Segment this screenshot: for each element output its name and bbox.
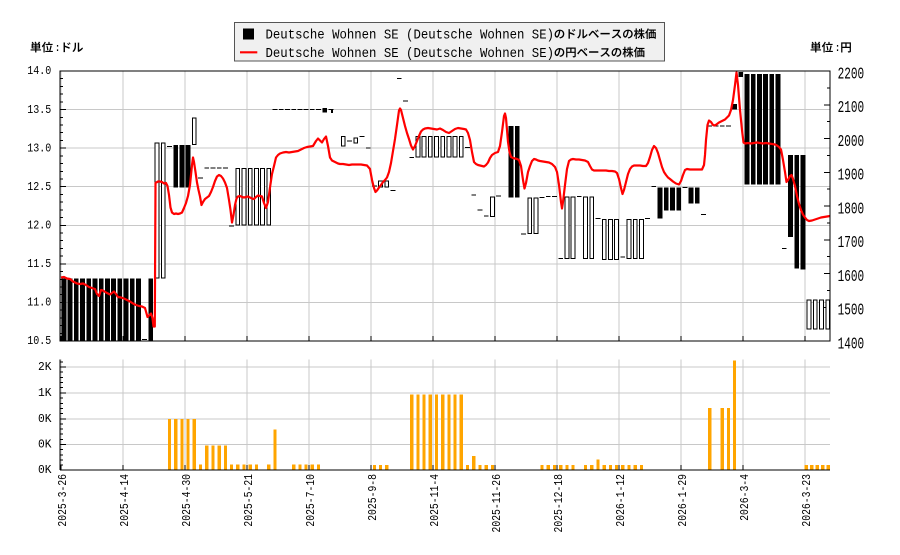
svg-text::: : bbox=[834, 43, 841, 55]
svg-text:2025-12-18: 2025-12-18 bbox=[552, 474, 566, 533]
svg-text:2000: 2000 bbox=[838, 133, 865, 152]
svg-text:2025-11-26: 2025-11-26 bbox=[490, 474, 504, 533]
svg-text:1800: 1800 bbox=[838, 200, 865, 219]
svg-text:2025-9-8: 2025-9-8 bbox=[366, 474, 380, 521]
svg-text:13.5: 13.5 bbox=[27, 104, 51, 117]
svg-text:14.0: 14.0 bbox=[27, 65, 51, 78]
svg-text:2025-5-21: 2025-5-21 bbox=[242, 474, 256, 527]
svg-text:2200: 2200 bbox=[838, 65, 865, 84]
svg-text:1400: 1400 bbox=[838, 335, 865, 354]
svg-text:11.0: 11.0 bbox=[27, 297, 51, 310]
svg-text:1700: 1700 bbox=[838, 234, 865, 253]
svg-text:2100: 2100 bbox=[838, 99, 865, 118]
svg-text:1600: 1600 bbox=[838, 268, 865, 287]
svg-text:10.5: 10.5 bbox=[27, 335, 51, 348]
svg-text:2025-4-30: 2025-4-30 bbox=[180, 474, 194, 527]
svg-text:12.5: 12.5 bbox=[27, 181, 51, 194]
svg-text:Deutsche Wohnen SE (Deutsche W: Deutsche Wohnen SE (Deutsche Wohnen SE) bbox=[266, 46, 555, 62]
svg-text:2025-4-14: 2025-4-14 bbox=[118, 474, 132, 527]
svg-text:1900: 1900 bbox=[838, 167, 865, 186]
svg-text:2025-7-10: 2025-7-10 bbox=[304, 474, 318, 527]
svg-text:11.5: 11.5 bbox=[27, 258, 51, 271]
svg-text:1K: 1K bbox=[38, 387, 52, 400]
svg-text::: : bbox=[54, 43, 61, 55]
svg-text:2025-11-4: 2025-11-4 bbox=[428, 474, 442, 527]
svg-text:2026-3-4: 2026-3-4 bbox=[738, 474, 752, 521]
svg-text:1500: 1500 bbox=[838, 302, 865, 321]
svg-text:0K: 0K bbox=[38, 413, 52, 426]
svg-text:2025-3-26: 2025-3-26 bbox=[56, 474, 70, 527]
svg-text:13.0: 13.0 bbox=[27, 142, 51, 155]
svg-text:2026-1-29: 2026-1-29 bbox=[676, 474, 690, 527]
svg-text:2026-1-12: 2026-1-12 bbox=[614, 474, 628, 527]
svg-text:0K: 0K bbox=[38, 464, 52, 477]
svg-text:Deutsche Wohnen SE (Deutsche W: Deutsche Wohnen SE (Deutsche Wohnen SE) bbox=[266, 28, 555, 44]
svg-text:2026-3-23: 2026-3-23 bbox=[800, 474, 814, 527]
svg-text:0K: 0K bbox=[38, 439, 52, 452]
svg-text:2K: 2K bbox=[38, 361, 52, 374]
svg-text:12.0: 12.0 bbox=[27, 220, 51, 233]
